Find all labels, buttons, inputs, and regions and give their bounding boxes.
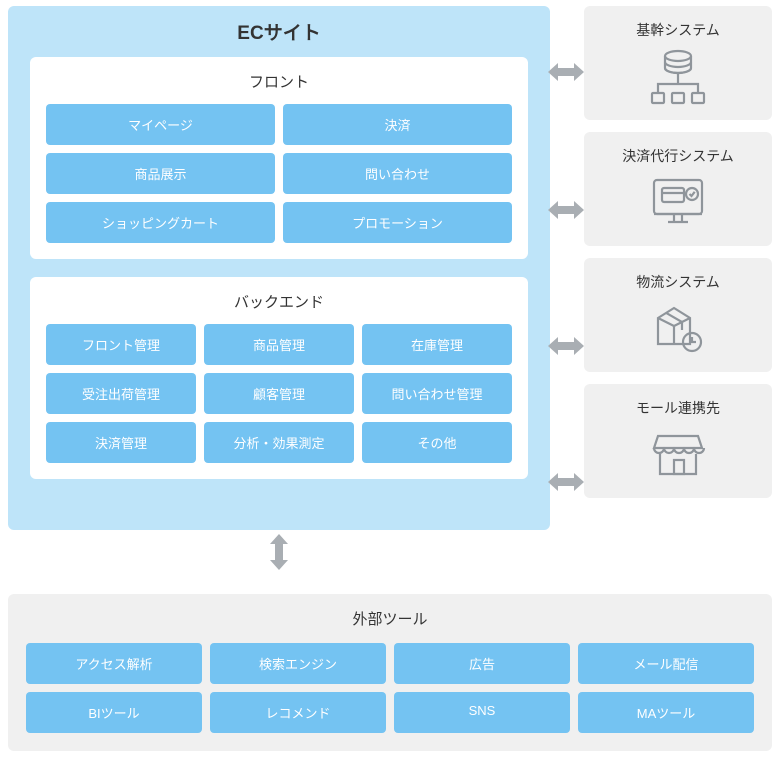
- pill: 受注出荷管理: [46, 373, 196, 414]
- logistics-card: 物流システム: [584, 258, 772, 372]
- front-group: フロント マイページ 決済 商品展示 問い合わせ ショッピングカート プロモーシ…: [30, 57, 528, 259]
- pill: マイページ: [46, 104, 275, 145]
- external-tools-title: 外部ツール: [26, 608, 754, 629]
- card-title: 決済代行システム: [592, 146, 764, 166]
- pill: 決済: [283, 104, 512, 145]
- backend-group: バックエンド フロント管理 商品管理 在庫管理 受注出荷管理 顧客管理 問い合わ…: [30, 277, 528, 479]
- pill: 広告: [394, 643, 570, 684]
- external-tools-block: 外部ツール アクセス解析 検索エンジン 広告 メール配信 BIツール レコメンド…: [8, 594, 772, 751]
- pill: 検索エンジン: [210, 643, 386, 684]
- arrow-icon: [548, 198, 584, 222]
- pill: 商品展示: [46, 153, 275, 194]
- arrow-icon: [548, 470, 584, 494]
- pill: プロモーション: [283, 202, 512, 243]
- arrow-icon: [548, 60, 584, 84]
- pill: 顧客管理: [204, 373, 354, 414]
- ec-site-block: ECサイト フロント マイページ 決済 商品展示 問い合わせ ショッピングカート…: [8, 6, 550, 530]
- backend-items: フロント管理 商品管理 在庫管理 受注出荷管理 顧客管理 問い合わせ管理 決済管…: [46, 324, 512, 463]
- pill: 問い合わせ管理: [362, 373, 512, 414]
- backend-title: バックエンド: [46, 291, 512, 312]
- pill: 分析・効果測定: [204, 422, 354, 463]
- pill: アクセス解析: [26, 643, 202, 684]
- pill: BIツール: [26, 692, 202, 733]
- payment-icon: [646, 174, 710, 232]
- arrow-icon: [548, 334, 584, 358]
- pill: メール配信: [578, 643, 754, 684]
- pill: 在庫管理: [362, 324, 512, 365]
- pill: フロント管理: [46, 324, 196, 365]
- pill: MAツール: [578, 692, 754, 733]
- mall-icon: [646, 426, 710, 484]
- arrow-icon: [267, 534, 291, 570]
- logistics-icon: [646, 300, 710, 358]
- side-systems: 基幹システム 決済代行システム: [584, 6, 772, 498]
- core-system-card: 基幹システム: [584, 6, 772, 120]
- pill: SNS: [394, 692, 570, 733]
- ec-site-title: ECサイト: [30, 18, 528, 45]
- card-title: 物流システム: [592, 272, 764, 292]
- external-tools-items: アクセス解析 検索エンジン 広告 メール配信 BIツール レコメンド SNS M…: [26, 643, 754, 733]
- front-title: フロント: [46, 71, 512, 92]
- front-items: マイページ 決済 商品展示 問い合わせ ショッピングカート プロモーション: [46, 104, 512, 243]
- payment-system-card: 決済代行システム: [584, 132, 772, 246]
- card-title: モール連携先: [592, 398, 764, 418]
- core-system-icon: [646, 48, 710, 106]
- pill: 決済管理: [46, 422, 196, 463]
- mall-card: モール連携先: [584, 384, 772, 498]
- pill: レコメンド: [210, 692, 386, 733]
- architecture-diagram: ECサイト フロント マイページ 決済 商品展示 問い合わせ ショッピングカート…: [0, 0, 780, 759]
- card-title: 基幹システム: [592, 20, 764, 40]
- pill: 問い合わせ: [283, 153, 512, 194]
- pill: その他: [362, 422, 512, 463]
- pill: 商品管理: [204, 324, 354, 365]
- pill: ショッピングカート: [46, 202, 275, 243]
